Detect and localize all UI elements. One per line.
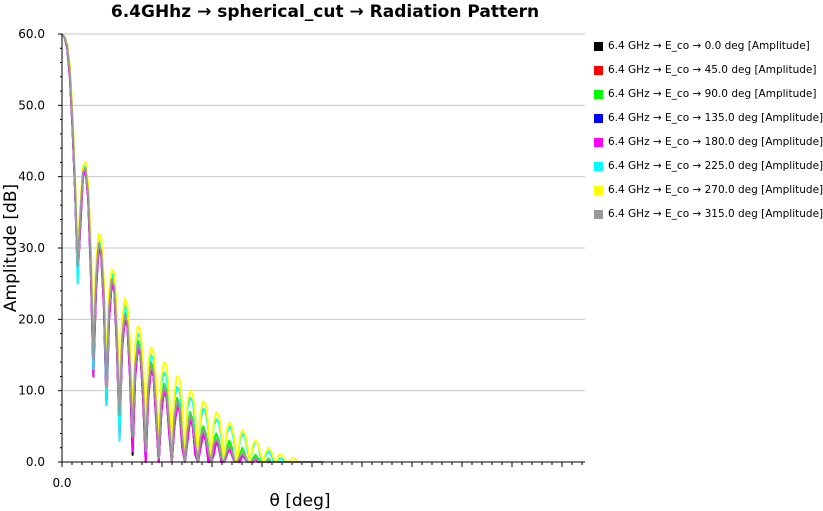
y-tick-label: 40.0 bbox=[18, 170, 45, 184]
x-axis-ticks: 0.0 bbox=[52, 462, 583, 490]
legend-label: 6.4 GHz → E_co → 90.0 deg [Amplitude] bbox=[608, 88, 817, 100]
legend-item[interactable]: 6.4 GHz → E_co → 315.0 deg [Amplitude] bbox=[594, 202, 823, 226]
legend-swatch bbox=[594, 161, 603, 171]
y-tick-label: 10.0 bbox=[18, 384, 45, 398]
y-axis-label: Amplitude [dB] bbox=[1, 184, 21, 312]
legend: 6.4 GHz → E_co → 0.0 deg [Amplitude] 6.4 … bbox=[594, 34, 823, 226]
x-axis-label: θ [deg] bbox=[269, 491, 330, 511]
legend-label: 6.4 GHz → E_co → 135.0 deg [Amplitude] bbox=[608, 112, 823, 124]
legend-item[interactable]: 6.4 GHz → E_co → 180.0 deg [Amplitude] bbox=[594, 130, 823, 154]
x-tick-label: 0.0 bbox=[52, 476, 71, 490]
legend-label: 6.4 GHz → E_co → 180.0 deg [Amplitude] bbox=[608, 136, 823, 148]
y-tick-label: 60.0 bbox=[18, 27, 45, 41]
legend-swatch bbox=[594, 89, 603, 99]
y-tick-label: 50.0 bbox=[18, 98, 45, 112]
legend-label: 6.4 GHz → E_co → 0.0 deg [Amplitude] bbox=[608, 40, 810, 52]
legend-label: 6.4 GHz → E_co → 225.0 deg [Amplitude] bbox=[608, 160, 823, 172]
legend-item[interactable]: 6.4 GHz → E_co → 135.0 deg [Amplitude] bbox=[594, 106, 823, 130]
legend-label: 6.4 GHz → E_co → 315.0 deg [Amplitude] bbox=[608, 208, 823, 220]
chart-title: 6.4GHhz → spherical_cut → Radiation Patt… bbox=[110, 2, 540, 22]
legend-label: 6.4 GHz → E_co → 270.0 deg [Amplitude] bbox=[608, 184, 823, 196]
legend-swatch bbox=[594, 65, 603, 75]
legend-item[interactable]: 6.4 GHz → E_co → 0.0 deg [Amplitude] bbox=[594, 34, 823, 58]
y-tick-label: 30.0 bbox=[18, 241, 45, 255]
legend-item[interactable]: 6.4 GHz → E_co → 270.0 deg [Amplitude] bbox=[594, 178, 823, 202]
legend-item[interactable]: 6.4 GHz → E_co → 45.0 deg [Amplitude] bbox=[594, 58, 823, 82]
legend-swatch bbox=[594, 185, 603, 195]
legend-label: 6.4 GHz → E_co → 45.0 deg [Amplitude] bbox=[608, 64, 817, 76]
legend-item[interactable]: 6.4 GHz → E_co → 90.0 deg [Amplitude] bbox=[594, 82, 823, 106]
grid-lines bbox=[62, 33, 585, 463]
legend-swatch bbox=[594, 41, 603, 51]
legend-swatch bbox=[594, 209, 603, 219]
y-tick-label: 0.0 bbox=[26, 455, 45, 469]
legend-swatch bbox=[594, 137, 603, 147]
legend-item[interactable]: 6.4 GHz → E_co → 225.0 deg [Amplitude] bbox=[594, 154, 823, 178]
y-axis-ticks: 0.0 10.0 20.0 30.0 40.0 50.0 60.0 bbox=[18, 27, 62, 469]
legend-swatch bbox=[594, 113, 603, 123]
plot-area: 0.010.020.030.040.050.060.0 0.0 θ [deg] … bbox=[1, 27, 585, 511]
y-tick-label: 20.0 bbox=[18, 312, 45, 326]
